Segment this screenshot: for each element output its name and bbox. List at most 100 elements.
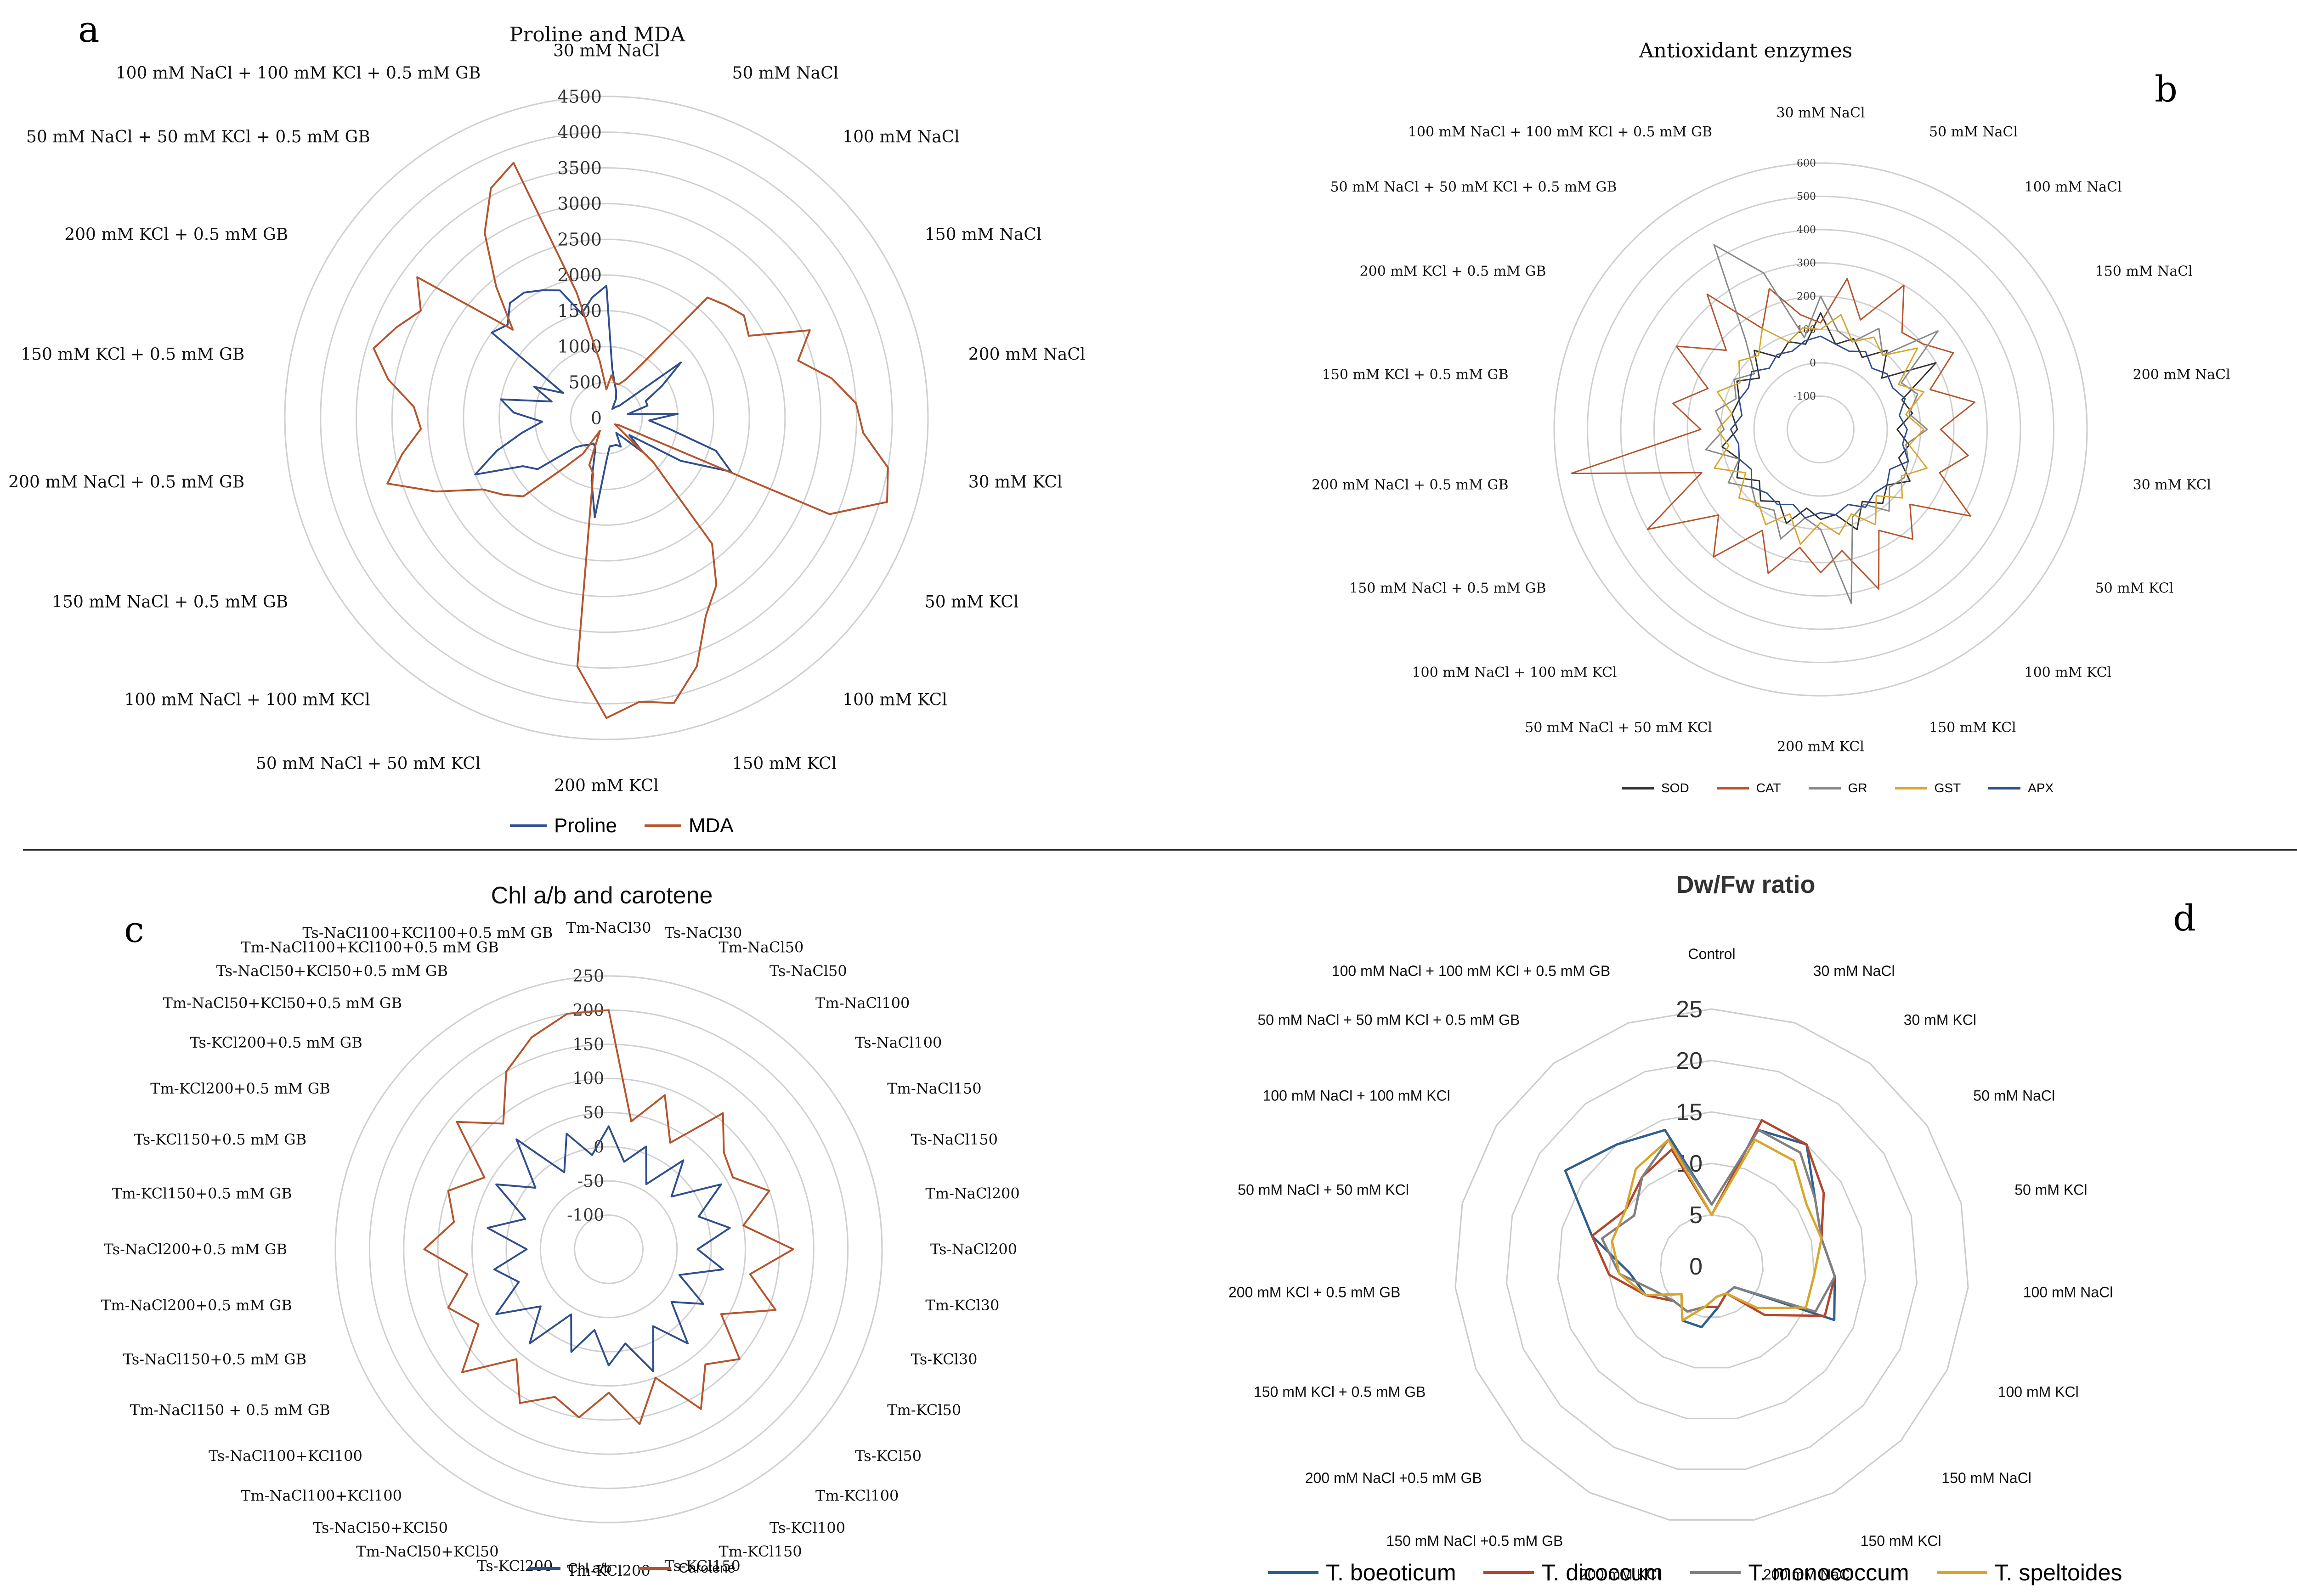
panel-divider xyxy=(23,849,2297,851)
tick-label: 3000 xyxy=(557,194,602,214)
tick-label: 5 xyxy=(1689,1202,1703,1229)
category-label: Ts-NaCl50 xyxy=(769,962,847,980)
legend-label: Proline xyxy=(554,814,617,837)
legend-item: GST xyxy=(1895,781,1961,795)
grid-ring xyxy=(505,1146,712,1353)
category-label: 150 mM KCl + 0.5 mM GB xyxy=(21,345,244,364)
category-label: 150 mM NaCl + 0.5 mM GB xyxy=(52,593,288,612)
tick-label: -50 xyxy=(577,1172,604,1191)
category-label: Tm-NaCl100+KCl100+0.5 mM GB xyxy=(241,938,498,956)
legend-item: APX xyxy=(1988,781,2054,795)
tick-label: 0 xyxy=(594,1138,604,1156)
legend-item: Carotene xyxy=(639,1561,735,1576)
grid-ring xyxy=(368,1009,849,1489)
grid-outer xyxy=(284,96,929,740)
category-label: Ts-NaCl150 xyxy=(911,1131,998,1148)
tick-label: 300 xyxy=(1797,258,1816,269)
legend-swatch xyxy=(1988,787,2021,790)
panel-b-title: Antioxidant enzymes xyxy=(1639,39,1853,62)
category-label: Tm-KCl200+0.5 mM GB xyxy=(150,1080,330,1097)
grid-ring xyxy=(1505,1060,1918,1470)
series-line-carotene xyxy=(423,1009,794,1425)
legend-label: T. monococcum xyxy=(1748,1560,1909,1585)
category-label: 200 mM NaCl xyxy=(968,345,1086,364)
chart-c: -100 -50 0 50 100 150 200 250 Tm-NaCl30 Ts-NaCl30… xyxy=(0,851,1189,1596)
category-label: Tm-NaCl150 xyxy=(887,1080,981,1097)
category-label: 200 mM NaCl + 0.5 mM GB xyxy=(1312,477,1508,493)
legend-item: SOD xyxy=(1622,781,1689,795)
grid-ring xyxy=(463,274,750,562)
legend-swatch xyxy=(1622,787,1654,790)
grid-ring xyxy=(1557,1111,1867,1419)
grid-ring xyxy=(1653,262,1988,597)
tick-label: 3500 xyxy=(557,158,602,178)
category-label: 30 mM NaCl xyxy=(1813,963,1895,979)
grid-ring xyxy=(403,1043,815,1455)
series-line-gr xyxy=(1705,244,1939,604)
category-label: 150 mM NaCl +0.5 mM GB xyxy=(1386,1533,1563,1549)
tick-label: 500 xyxy=(568,372,602,393)
grid-ring xyxy=(334,975,883,1523)
tick-label: 20 xyxy=(1676,1048,1703,1074)
category-label: Tm-NaCl50 xyxy=(719,938,803,956)
panel-b-letter: b xyxy=(2155,69,2178,110)
category-label: 50 mM NaCl + 50 mM KCl xyxy=(1525,720,1712,736)
legend-label: T. dicoccum xyxy=(1541,1560,1663,1585)
category-label: Ts-KCl150+0.5 mM GB xyxy=(134,1131,306,1148)
tick-label: 0 xyxy=(591,408,602,428)
grid-ring xyxy=(539,1180,678,1319)
category-label: 100 mM NaCl + 100 mM KCl + 0.5 mM GB xyxy=(1332,963,1610,979)
legend-d: T. boeoticum T. dicoccum T. monococcum T. s… xyxy=(1268,1559,2150,1586)
category-label: Ts-NaCl100+KCl100+0.5 mM GB xyxy=(302,924,553,942)
tick-label: 250 xyxy=(572,967,604,986)
legend-a: Proline MDA xyxy=(510,814,761,837)
category-label: 50 mM NaCl + 50 mM KCl xyxy=(256,754,481,773)
category-label: 100 mM NaCl + 100 mM KCl xyxy=(1412,665,1617,681)
legend-c: Chl a/b Carotene xyxy=(528,1561,763,1576)
category-label: Ts-NaCl100+KCl100 xyxy=(209,1447,362,1465)
category-label: Tm-NaCl50+KCl50+0.5 mM GB xyxy=(163,994,402,1012)
legend-label: Carotene xyxy=(679,1561,735,1576)
grid-ring xyxy=(534,345,679,491)
grid-ring xyxy=(320,131,893,705)
grid-outer xyxy=(334,975,883,1523)
grid-ring xyxy=(471,1112,746,1387)
category-label: Ts-KCl30 xyxy=(911,1351,978,1368)
radar-grid xyxy=(334,975,883,1523)
category-label: 200 mM NaCl xyxy=(1763,1566,1853,1583)
tick-label: 150 xyxy=(572,1035,604,1054)
panel-c-title: Chl a/b and carotene xyxy=(491,882,713,909)
legend-item: Chl a/b xyxy=(528,1561,611,1576)
category-label: 100 mM KCl xyxy=(843,690,947,709)
category-label: Tm-NaCl200 xyxy=(925,1185,1019,1202)
tick-label: 2500 xyxy=(557,229,602,249)
category-label: 50 mM KCl xyxy=(925,593,1019,612)
category-label: 50 mM KCl xyxy=(2014,1181,2087,1198)
category-label: 200 mM KCl xyxy=(1579,1566,1660,1583)
series-line-apx xyxy=(1730,335,1909,519)
grid-ring xyxy=(1553,162,2088,697)
category-label: 50 mM NaCl + 50 mM KCl + 0.5 mM GB xyxy=(1330,179,1617,195)
grid-ring xyxy=(1787,395,1855,463)
tick-label: 500 xyxy=(1797,191,1816,203)
category-label: 100 mM NaCl + 100 mM KCl + 0.5 mM GB xyxy=(1408,124,1712,140)
category-label: Ts-NaCl200 xyxy=(930,1241,1017,1258)
legend-swatch xyxy=(1483,1571,1534,1574)
category-label: 150 mM KCl + 0.5 mM GB xyxy=(1322,367,1509,383)
category-label: 200 mM KCl xyxy=(554,777,659,795)
grid-ring xyxy=(1587,196,2054,663)
category-label: Ts-NaCl100 xyxy=(855,1034,942,1051)
radar-grid xyxy=(1454,1008,1969,1521)
panel-d-letter: d xyxy=(2173,898,2196,939)
grid-outer xyxy=(1454,1008,1969,1521)
series-line-t-speltoides xyxy=(1611,1139,1823,1322)
category-label: 50 mM NaCl xyxy=(732,64,839,83)
tick-label: 600 xyxy=(1797,158,1816,169)
legend-item: MDA xyxy=(644,814,734,837)
legend-item: T. monococcum xyxy=(1690,1559,1909,1586)
legend-swatch xyxy=(644,824,681,827)
grid-ring xyxy=(437,1077,781,1421)
grid-ring xyxy=(356,167,857,669)
category-label: Ts-NaCl30 xyxy=(665,924,742,942)
